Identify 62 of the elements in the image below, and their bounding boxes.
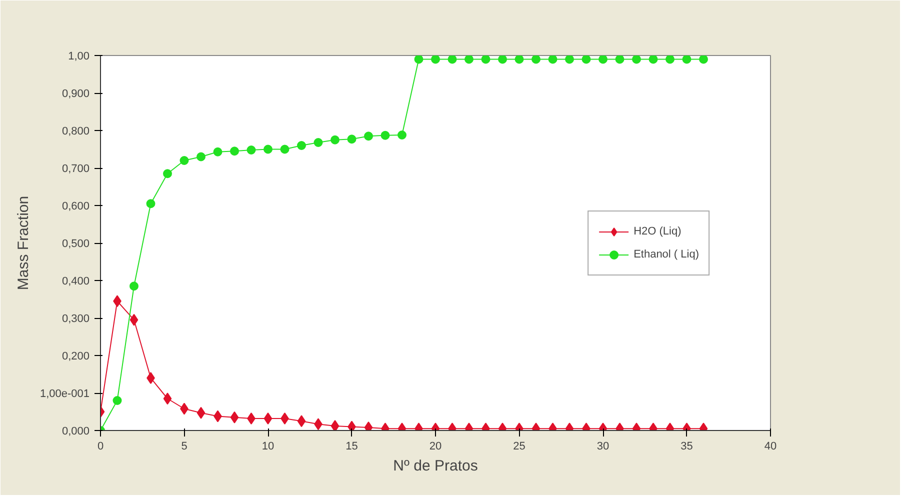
- y-tick-label: 0,600: [62, 200, 90, 212]
- point: [347, 134, 356, 144]
- point: [648, 56, 658, 64]
- legend-label: H2O (Liq): [634, 225, 682, 237]
- y-tick-label: 0,900: [62, 88, 90, 100]
- x-tick-label: 30: [596, 440, 610, 452]
- y-tick-label: 1,00e-001: [40, 388, 90, 400]
- point: [598, 56, 608, 64]
- y-tick-label: 0,200: [62, 350, 90, 362]
- point: [632, 56, 641, 64]
- point: [230, 146, 239, 156]
- point: [213, 147, 222, 156]
- point: [246, 146, 256, 154]
- point: [431, 56, 440, 64]
- y-tick-label: 0,800: [62, 126, 90, 138]
- point: [548, 56, 558, 64]
- y-tick-label: 0,000: [62, 426, 90, 438]
- point: [514, 56, 524, 64]
- y-axis-title: Mass Fraction: [14, 196, 32, 290]
- point: [146, 199, 156, 208]
- point: [364, 132, 373, 141]
- x-tick-label: 40: [764, 440, 777, 452]
- point: [448, 56, 457, 64]
- point: [481, 56, 490, 64]
- x-tick-label: 20: [429, 440, 442, 452]
- x-tick-label: 5: [181, 440, 188, 452]
- x-tick-label: 25: [513, 440, 526, 452]
- point: [615, 56, 624, 64]
- x-tick-label: 0: [97, 440, 104, 452]
- point: [565, 56, 574, 64]
- point: [264, 144, 272, 154]
- x-tick-label: 35: [680, 440, 693, 452]
- point: [582, 56, 591, 64]
- point: [130, 282, 138, 291]
- point: [314, 138, 323, 147]
- legend-label: Ethanol ( Liq): [634, 248, 699, 260]
- y-tick-label: 1,00: [68, 50, 90, 62]
- x-tick-label: 15: [346, 440, 358, 452]
- point: [348, 420, 356, 430]
- point: [380, 130, 390, 140]
- point: [498, 56, 507, 64]
- point: [464, 56, 474, 64]
- point: [163, 169, 172, 178]
- point: [699, 56, 708, 64]
- point: [297, 141, 306, 150]
- y-tick-label: 0,400: [62, 276, 90, 288]
- y-tick-label: 0,700: [62, 163, 90, 175]
- point: [532, 56, 540, 64]
- point: [280, 144, 290, 154]
- point: [414, 56, 424, 64]
- point: [398, 130, 406, 140]
- y-tick-label: 0,300: [62, 313, 90, 325]
- y-tick-label: 0,500: [62, 238, 90, 250]
- x-tick-label: 10: [262, 440, 274, 452]
- point: [330, 420, 340, 430]
- point: [330, 135, 340, 144]
- point: [130, 314, 138, 326]
- point: [196, 152, 206, 162]
- point: [682, 56, 692, 64]
- point: [666, 56, 674, 64]
- point: [180, 156, 189, 165]
- x-axis-title: Nº de Pratos: [393, 458, 478, 474]
